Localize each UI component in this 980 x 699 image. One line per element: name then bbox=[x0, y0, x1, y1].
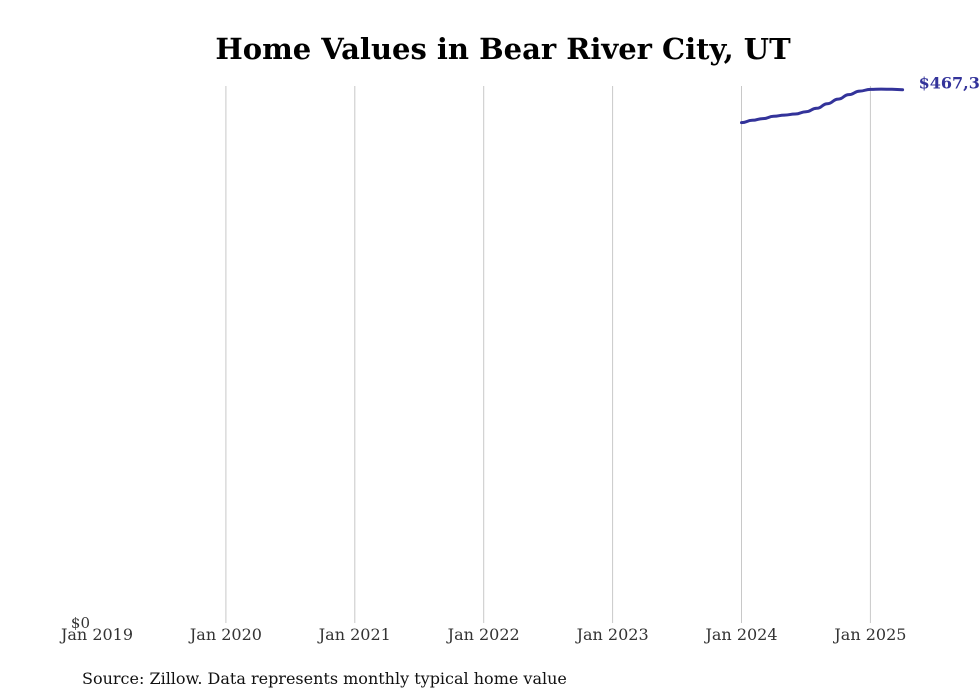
x-tick-label: Jan 2025 bbox=[832, 625, 906, 644]
x-tick-label: Jan 2022 bbox=[446, 625, 520, 644]
x-tick-label: Jan 2019 bbox=[59, 625, 133, 644]
series-layer: $467,3 bbox=[740, 74, 980, 125]
y-tick-label: $0 bbox=[71, 614, 90, 632]
x-axis-ticks: Jan 2019 Jan 2020 Jan 2021 Jan 2022 Jan 2023… bbox=[59, 625, 906, 644]
x-tick-label: Jan 2021 bbox=[317, 625, 391, 644]
x-tick-label: Jan 2023 bbox=[575, 625, 649, 644]
source-note: Source: Zillow. Data represents monthly … bbox=[82, 669, 567, 688]
series-line bbox=[740, 87, 905, 125]
chart-title: Home Values in Bear River City, UT bbox=[215, 32, 791, 66]
x-tick-label: Jan 2020 bbox=[188, 625, 262, 644]
end-value-label: $467,3 bbox=[919, 74, 980, 93]
y-axis-ticks: $0 bbox=[71, 614, 90, 632]
x-tick-label: Jan 2024 bbox=[703, 625, 777, 644]
gridlines bbox=[225, 86, 871, 623]
